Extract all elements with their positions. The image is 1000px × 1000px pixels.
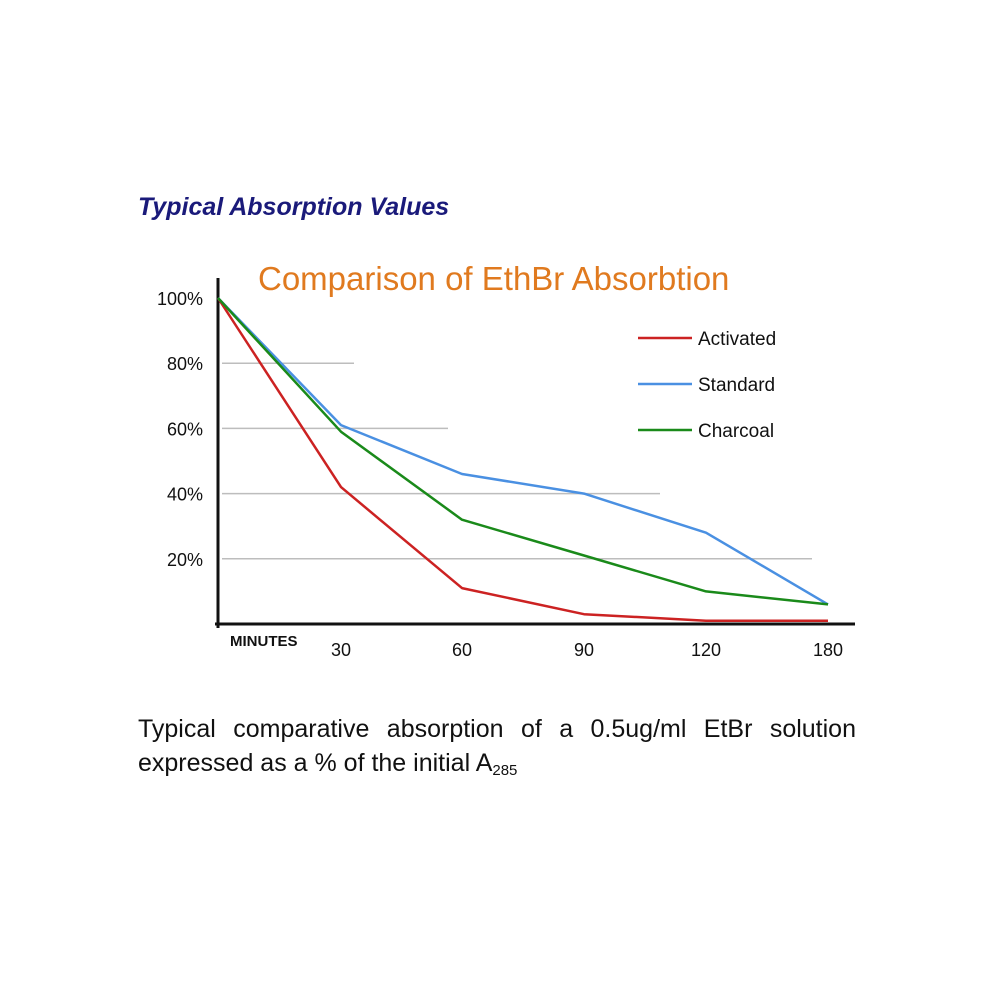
x-tick-label: 90 [574, 640, 594, 660]
x-tick-label: 120 [691, 640, 721, 660]
series-line-charcoal [217, 297, 829, 606]
caption-subscript: 285 [492, 762, 518, 779]
series-line-activated [216, 297, 828, 622]
chart-axes [215, 278, 855, 628]
series-lines [216, 297, 829, 622]
y-tick-labels: 20% 40% 60% 80% 100% [157, 289, 203, 570]
y-tick-label: 60% [167, 419, 203, 439]
page-heading: Typical Absorption Values [138, 193, 450, 221]
chart-legend: Activated Standard Charcoal [638, 329, 776, 442]
chart-title: Comparison of EthBr Absorbtion [258, 260, 729, 297]
caption-text: Typical comparative absorption of a 0.5u… [138, 715, 856, 777]
figure-caption: Typical comparative absorption of a 0.5u… [138, 712, 856, 788]
legend-label-activated: Activated [698, 329, 776, 350]
legend-label-charcoal: Charcoal [698, 421, 774, 442]
y-tick-label: 100% [157, 289, 203, 309]
y-tick-label: 80% [167, 354, 203, 374]
legend-label-standard: Standard [698, 375, 775, 396]
series-line-standard [217, 297, 829, 606]
x-tick-labels: 30 60 90 120 180 [331, 640, 843, 660]
x-tick-label: 60 [452, 640, 472, 660]
x-tick-label: 30 [331, 640, 351, 660]
line-chart: Comparison of EthBr Absorbtion 20% 40% 60%… [157, 260, 855, 660]
x-tick-label: 180 [813, 640, 843, 660]
y-tick-label: 20% [167, 550, 203, 570]
y-tick-label: 40% [167, 485, 203, 505]
x-axis-label: MINUTES [230, 633, 298, 650]
